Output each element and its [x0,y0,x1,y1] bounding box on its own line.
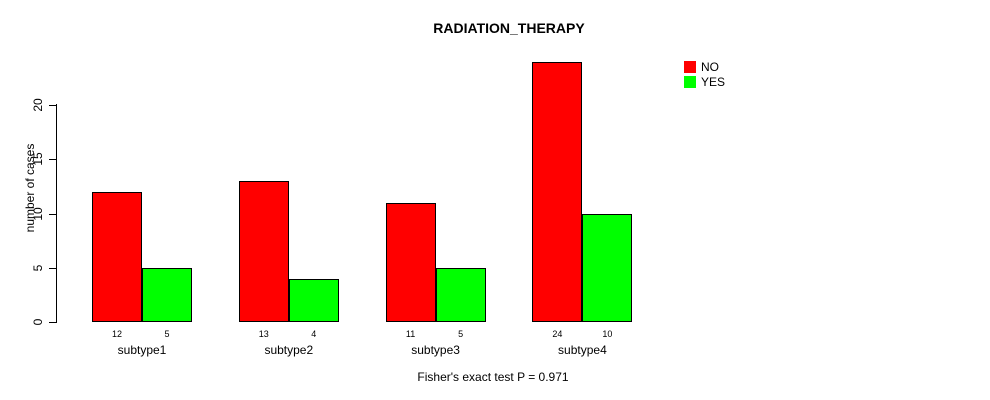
category-label: subtype2 [264,343,314,357]
category-label: subtype3 [411,343,460,357]
bar-count-label: 4 [311,329,317,339]
y-axis-tick-label: 15 [31,152,45,166]
y-axis-line [56,104,57,323]
bar-yes-subtype4 [582,213,633,322]
y-axis-tick-label: 0 [31,318,45,326]
legend-label-no: NO [701,60,719,74]
bar-count-label: 12 [111,329,123,339]
legend-label-yes: YES [701,75,726,89]
bar-count-label: 24 [552,329,563,339]
chart-title: RADIATION_THERAPY [433,20,585,36]
bar-yes-subtype2 [288,278,339,322]
bar-no-subtype4 [532,61,583,322]
footer-annotation: Fisher's exact test P = 0.971 [417,370,569,384]
bar-count-label: 11 [405,329,416,339]
y-axis-tick [49,105,56,106]
y-axis-tick [49,322,56,323]
y-axis-tick [49,213,56,215]
bar-count-label: 5 [164,329,170,339]
bar-count-label: 13 [258,329,269,339]
category-label: subtype1 [117,343,167,357]
bar-count-label: 5 [458,329,464,339]
bar-no-subtype2 [238,180,289,322]
bar-count-label: 10 [602,329,613,339]
y-axis-tick-label: 5 [31,264,45,272]
bar-no-subtype1 [92,191,142,322]
bar-no-subtype3 [385,202,436,322]
legend-swatch-yes [684,76,696,88]
y-axis-tick-label: 10 [31,206,45,221]
y-axis-tick [49,267,56,269]
bar-yes-subtype3 [435,267,486,322]
y-axis-tick [49,159,56,161]
legend-swatch-no [684,61,696,73]
bar-yes-subtype1 [142,267,192,322]
y-axis-tick-label: 20 [31,98,45,112]
category-label: subtype4 [558,343,607,357]
